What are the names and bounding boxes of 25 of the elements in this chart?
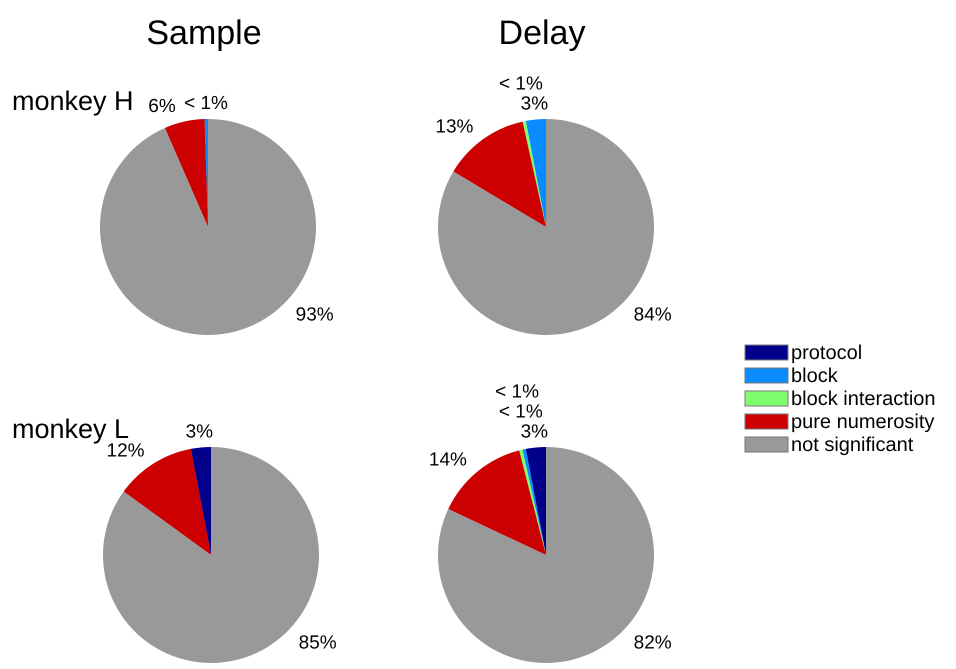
data-label: < 1% — [184, 93, 228, 114]
data-label: 93% — [296, 304, 334, 326]
pie-slice — [164, 119, 208, 227]
data-label: 85% — [298, 632, 337, 654]
data-label: 3% — [186, 422, 214, 443]
pie-slice — [190, 447, 211, 555]
data-label: 13% — [435, 116, 474, 138]
data-label: 82% — [634, 632, 672, 654]
data-label: < 1% — [498, 402, 543, 423]
legend-label: block interaction — [791, 388, 936, 410]
data-label: < 1% — [495, 382, 540, 403]
data-label: 84% — [634, 304, 672, 326]
legend-label: protocol — [791, 342, 862, 364]
pie-slice — [526, 447, 546, 555]
chart-title: Sample — [146, 14, 262, 52]
chart-title: Delay — [498, 14, 586, 52]
data-label: 3% — [520, 94, 548, 115]
data-label: 14% — [428, 449, 468, 470]
legend-label: block — [791, 365, 839, 387]
text: monkey H — [12, 86, 134, 116]
legend-label: not significant — [791, 434, 914, 456]
legend-label: pure numerosity — [791, 411, 934, 433]
data-label: 6% — [148, 96, 176, 118]
data-label: < 1% — [499, 74, 543, 95]
data-label: 3% — [520, 422, 548, 443]
